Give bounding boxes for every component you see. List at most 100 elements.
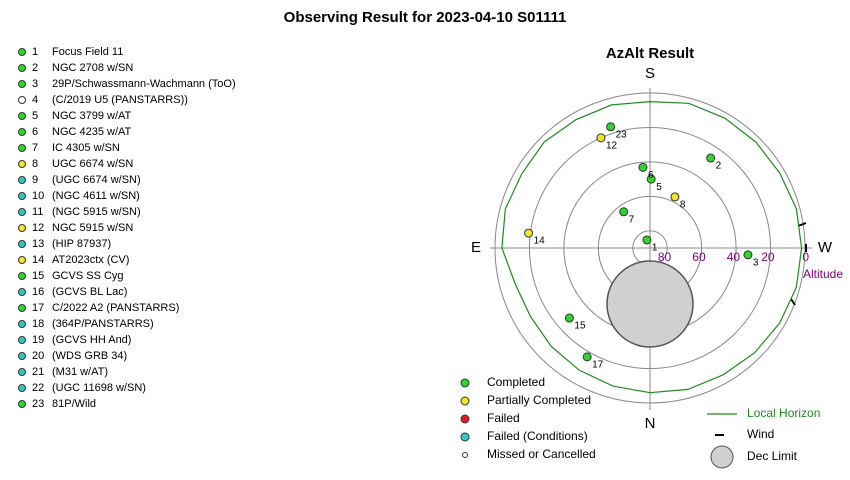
legend-label: Dec Limit: [747, 449, 798, 463]
r-tick-label: 80: [658, 250, 672, 264]
target-id: 15: [32, 270, 44, 282]
legend-label: Local Horizon: [747, 406, 820, 420]
legend-label: Missed or Cancelled: [487, 447, 596, 461]
target-name: (NGC 5915 w/SN): [52, 206, 141, 218]
point-label: 2: [716, 161, 722, 172]
direction-label: S: [645, 65, 655, 82]
legend-label: Wind: [747, 427, 774, 441]
target-id: 13: [32, 238, 44, 250]
target-id: 12: [32, 222, 44, 234]
list-symbol: [18, 112, 26, 120]
target-name: UGC 6674 w/SN: [52, 158, 133, 170]
target-name: NGC 3799 w/AT: [52, 110, 132, 122]
dec-limit: [606, 260, 694, 348]
plot-title: AzAlt Result: [606, 45, 694, 62]
target-name: (WDS GRB 34): [52, 350, 127, 362]
target-id: 6: [32, 126, 38, 138]
legend-symbol: [462, 452, 468, 458]
target-id: 5: [32, 110, 38, 122]
target-id: 18: [32, 318, 44, 330]
chart-title: Observing Result for 2023-04-10 S01111: [284, 9, 567, 26]
point-label: 23: [616, 129, 628, 140]
list-symbol: [18, 256, 26, 264]
target-name: 29P/Schwassmann-Wachmann (ToO): [52, 78, 236, 90]
point-label: 6: [648, 170, 654, 181]
r-tick-label: 0: [802, 250, 809, 264]
list-symbol: [18, 240, 26, 248]
target-point: [642, 235, 652, 245]
wind-marks: [790, 222, 807, 306]
list-symbol: [18, 48, 26, 56]
target-point: [646, 174, 656, 184]
target-point: [596, 133, 606, 143]
target-point: [670, 192, 680, 202]
list-symbol: [18, 384, 26, 392]
direction-label: N: [645, 415, 656, 432]
list-symbol: [18, 400, 26, 408]
target-id: 9: [32, 174, 38, 186]
list-symbol: [18, 176, 26, 184]
list-symbol: [18, 352, 26, 360]
list-symbol: [18, 144, 26, 152]
list-symbol: [18, 320, 26, 328]
target-name: (GCVS BL Lac): [52, 286, 127, 298]
target-name: Focus Field 11: [52, 46, 123, 58]
target-id: 16: [32, 286, 44, 298]
point-label: 15: [574, 321, 586, 332]
point-label: 8: [680, 200, 686, 211]
legend-symbol: [710, 445, 734, 469]
target-id: 17: [32, 302, 44, 314]
target-id: 10: [32, 190, 44, 202]
list-symbol: [18, 272, 26, 280]
legend-label: Failed: [487, 411, 520, 425]
list-symbol: [18, 128, 26, 136]
legend-label: Failed (Conditions): [487, 429, 588, 443]
target-name: NGC 4235 w/AT: [52, 126, 132, 138]
target-name: (UGC 6674 w/SN): [52, 174, 141, 186]
target-name: AT2023ctx (CV): [52, 254, 129, 266]
target-id: 23: [32, 398, 44, 410]
target-name: 81P/Wild: [52, 398, 96, 410]
target-id: 1: [32, 46, 38, 58]
r-tick-label: 40: [727, 250, 741, 264]
target-id: 21: [32, 366, 44, 378]
list-symbol: [18, 304, 26, 312]
list-symbol: [18, 368, 26, 376]
target-id: 2: [32, 62, 38, 74]
list-symbol: [18, 192, 26, 200]
target-point: [638, 162, 648, 172]
target-name: IC 4305 w/SN: [52, 142, 120, 154]
r-tick-label: 60: [692, 250, 706, 264]
local-horizon: [501, 100, 803, 394]
list-symbol: [18, 80, 26, 88]
legend-symbol: [460, 396, 470, 406]
target-point: [524, 228, 534, 238]
target-point: [619, 207, 629, 217]
legend-symbol: [460, 432, 470, 442]
target-name: NGC 5915 w/SN: [52, 222, 133, 234]
target-name: C/2022 A2 (PANSTARRS): [52, 302, 179, 314]
list-symbol: [18, 208, 26, 216]
point-label: 12: [606, 141, 618, 152]
legend-label: Completed: [487, 375, 545, 389]
target-name: (GCVS HH And): [52, 334, 131, 346]
list-symbol: [18, 96, 26, 104]
target-name: (C/2019 U5 (PANSTARRS)): [52, 94, 188, 106]
list-symbol: [18, 336, 26, 344]
direction-label: E: [471, 239, 481, 256]
point-label: 3: [753, 257, 759, 268]
direction-label: W: [818, 239, 833, 256]
list-symbol: [18, 288, 26, 296]
legend: Local Horizon Wind Dec Limit: [707, 406, 820, 469]
point-label: 1: [652, 243, 658, 254]
target-id: 7: [32, 142, 38, 154]
point-label: 17: [592, 360, 604, 371]
target-id: 20: [32, 350, 44, 362]
r-tick-label: 20: [761, 250, 775, 264]
target-point: [564, 313, 574, 323]
list-symbol: [18, 160, 26, 168]
target-name: (M31 w/AT): [52, 366, 108, 378]
target-id: 3: [32, 78, 38, 90]
axis-label: Altitude: [803, 267, 843, 281]
